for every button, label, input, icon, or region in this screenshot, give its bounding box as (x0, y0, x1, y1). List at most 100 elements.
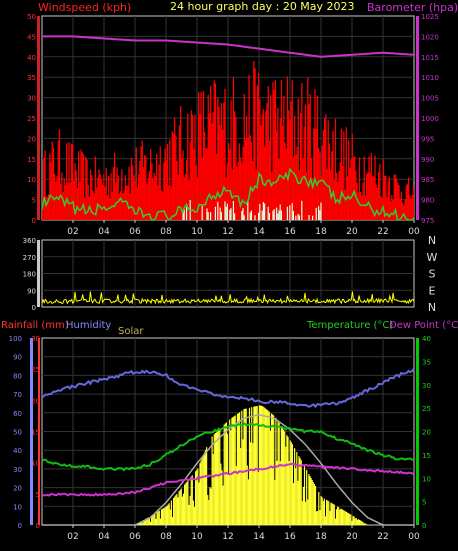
wind-gust-bar (139, 160, 141, 220)
wind-gust-bar (244, 139, 247, 220)
wind-calm-bar (289, 205, 291, 220)
wind-gust-bar (376, 187, 379, 220)
wind-gust-bar (385, 175, 387, 220)
solar-bar (143, 520, 145, 525)
wind-y-tick-label: 40 (27, 54, 36, 62)
wind-gust-bar (106, 195, 109, 220)
wind-gust-bar (302, 158, 304, 220)
rain-y-tick-label: 0 (36, 522, 40, 530)
humidity-line (41, 367, 415, 409)
temperature-y-tick-label: 10 (422, 475, 431, 483)
wind-gust-bar (188, 180, 190, 220)
solar-bar (210, 488, 212, 525)
solar-bar (165, 506, 167, 525)
wind-gust-bar (232, 76, 235, 221)
solar-bar (286, 435, 288, 525)
solar-bar (217, 430, 219, 525)
solar-bar (258, 405, 260, 525)
wind-gust-bar (266, 103, 268, 220)
wind-gust-bar (199, 114, 201, 220)
solar-bar (242, 439, 244, 525)
solar-bar (276, 460, 278, 525)
solar-bar (162, 508, 164, 525)
wind-calm-bar (249, 212, 251, 220)
wind-gust-bar (332, 130, 334, 220)
humidity-y-tick-label: 50 (13, 429, 22, 437)
wind-gust-bar (394, 174, 397, 220)
barometer-y-tick-label: 985 (421, 176, 434, 184)
wind-gust-bar (364, 195, 367, 220)
wind-calm-bar (217, 201, 219, 220)
wind-calm-bar (214, 206, 216, 220)
solar-bar (169, 509, 171, 525)
wind-average-line (41, 167, 415, 221)
wind-gust-bar (78, 151, 80, 220)
wind-gust-bar (254, 68, 256, 221)
wind-gust-bar (261, 114, 263, 220)
x-tick-label: 12 (222, 227, 233, 237)
solar-bar (301, 501, 303, 525)
wind-axis-bar (37, 16, 40, 220)
solar-bar (259, 405, 262, 525)
temperature-y-tick-label: 15 (422, 452, 431, 460)
solar-bar (153, 514, 155, 525)
wind-gust-bar (100, 178, 103, 220)
solar-bar (357, 519, 360, 525)
wind-calm-bar (258, 212, 260, 220)
wind-gust-bar (200, 92, 202, 220)
wind-gust-bar (122, 193, 124, 220)
wind-gust-bar (202, 91, 205, 220)
wind-gust-bar (128, 166, 130, 220)
wind-gust-bar (403, 205, 405, 220)
solar-bar (294, 448, 296, 525)
wind-y-tick-label: 5 (32, 197, 36, 205)
wind-gust-bar (373, 176, 375, 220)
wind-gust-bar (316, 95, 319, 220)
wind-gust-bar (280, 80, 283, 220)
wind-gust-bar (256, 85, 259, 220)
barometer-y-tick-label: 1005 (421, 95, 439, 103)
solar-bar (310, 478, 312, 525)
wind-gust-bar (164, 148, 166, 220)
solar-bar (350, 514, 352, 525)
wind-gust-bar (174, 117, 176, 220)
temperature-y-tick-label: 35 (422, 358, 431, 366)
solar-bar (348, 513, 350, 525)
barometer-y-tick-label: 1010 (421, 74, 439, 82)
wind-gust-bar (55, 181, 57, 220)
solar-bar (328, 501, 330, 525)
humidity-axis-label: Humidity (66, 320, 111, 331)
rainfall-axis-label: Rainfall (mm) (1, 320, 69, 331)
wind-calm-bar (278, 210, 280, 220)
solar-bar (291, 444, 293, 525)
solar-bar (181, 496, 183, 525)
wind-gust-bar (274, 80, 277, 220)
solar-axis-label: Solar (118, 326, 144, 337)
wind-gust-bar (163, 162, 165, 220)
wind-gust-bar (82, 154, 85, 220)
wind-gust-bar (114, 152, 116, 220)
wind-gust-bar (196, 177, 199, 220)
temperature-y-tick-label: 40 (422, 335, 431, 343)
solar-bar (312, 482, 314, 525)
wind-gust-bar (412, 186, 415, 220)
wind-gust-bar (241, 162, 243, 220)
x-tick-label: 08 (160, 532, 172, 542)
solar-bar (179, 489, 181, 525)
solar-bar (180, 488, 182, 525)
wind-gust-bar (146, 183, 148, 220)
solar-bar (232, 417, 234, 525)
wind-calm-bar (220, 212, 222, 220)
x-tick-label: 08 (160, 227, 172, 237)
humidity-y-tick-label: 100 (9, 335, 22, 343)
compass-tick-label: S (429, 268, 436, 281)
wind-gust-bar (372, 175, 374, 220)
wind-gust-bar (328, 143, 331, 220)
wind-gust-bar (159, 146, 161, 220)
x-tick-label: 00 (408, 227, 420, 237)
x-tick-label: 10 (191, 532, 203, 542)
x-tick-label: 22 (377, 227, 388, 237)
solar-bar (146, 518, 148, 525)
temperature-axis-bar (416, 338, 419, 525)
